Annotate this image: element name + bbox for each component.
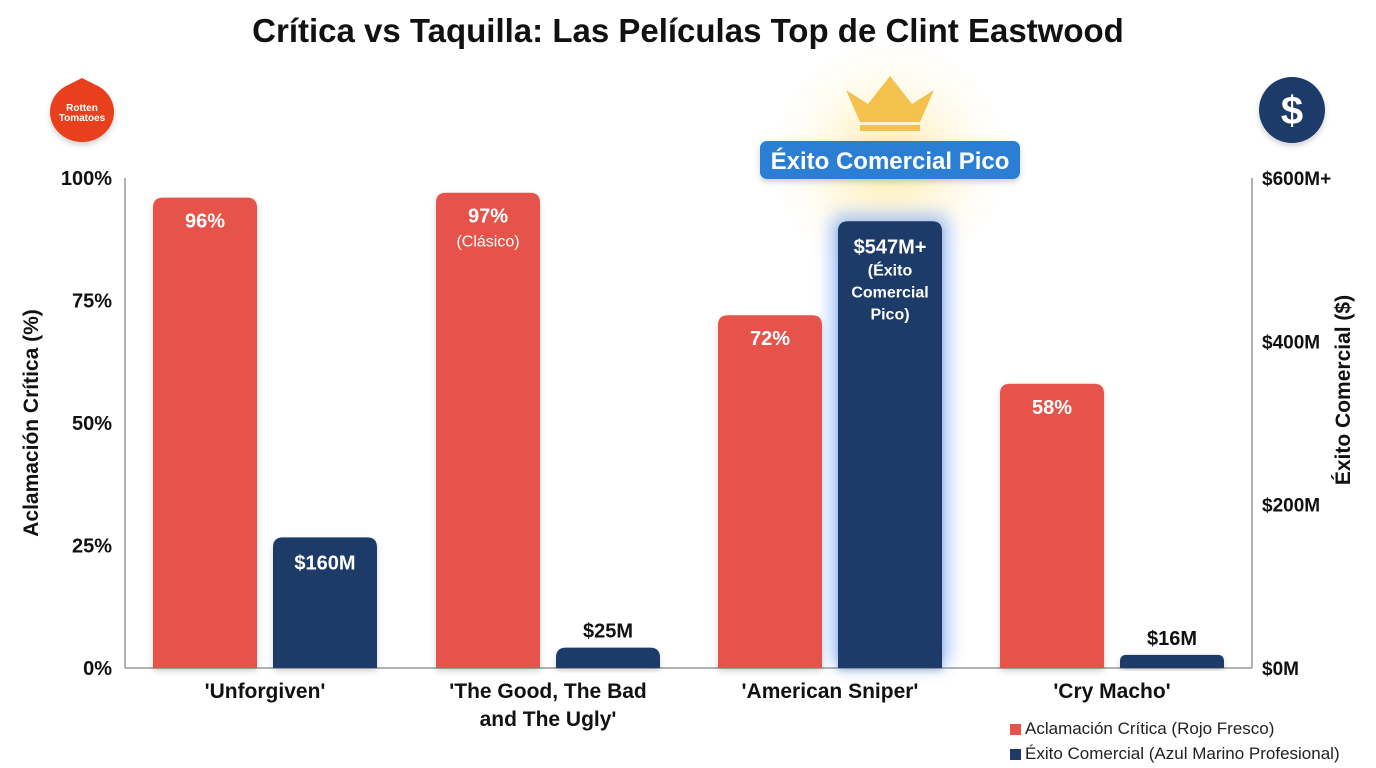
bar-commercial xyxy=(273,537,377,668)
bar-commercial xyxy=(1120,654,1224,668)
category-label: 'Cry Macho' xyxy=(1053,680,1170,703)
logo-text: Rotten xyxy=(66,103,98,114)
bar-label-critical: 96% xyxy=(185,211,225,233)
left-tick-label: 50% xyxy=(72,413,112,435)
bar-label-commercial: $25M xyxy=(583,621,633,643)
legend-item-critical: Aclamación Crítica (Rojo Fresco) xyxy=(1010,716,1340,741)
rotten-tomatoes-logo xyxy=(50,78,114,142)
chart-title: Crítica vs Taquilla: Las Películas Top d… xyxy=(252,12,1124,49)
category-label: 'Unforgiven' xyxy=(205,680,326,703)
bar-label-commercial: (Éxito xyxy=(868,260,913,279)
legend-label: Éxito Comercial (Azul Marino Profesional… xyxy=(1025,744,1340,763)
bar-label-critical: 97% xyxy=(468,206,508,228)
tomato-body xyxy=(50,82,114,142)
bar-critical xyxy=(718,315,822,668)
tomato-leaf xyxy=(70,78,94,92)
bar-label-commercial: Pico) xyxy=(870,306,909,323)
category-label: and The Ugly' xyxy=(480,708,617,731)
right-tick-label: $0M xyxy=(1262,659,1299,680)
category-label: 'American Sniper' xyxy=(742,680,919,703)
bar-label-commercial: $547M+ xyxy=(854,236,927,258)
bar-label-commercial: Comercial xyxy=(851,284,928,301)
right-tick-label: $600M+ xyxy=(1262,169,1331,190)
legend-label: Aclamación Crítica (Rojo Fresco) xyxy=(1025,719,1275,738)
left-tick-label: 25% xyxy=(72,536,112,558)
bar-commercial xyxy=(838,221,942,669)
left-tick-label: 75% xyxy=(72,291,112,313)
crown-base xyxy=(860,125,920,131)
dollar-icon xyxy=(1259,77,1325,143)
right-tick-label: $200M xyxy=(1262,496,1320,517)
bar-critical xyxy=(1000,383,1104,668)
logo-text: Tomatoes xyxy=(59,113,106,124)
left-tick-label: 100% xyxy=(61,168,112,190)
bar-label-critical: 72% xyxy=(750,328,790,350)
legend-swatch-critical xyxy=(1010,724,1021,735)
dollar-glyph: $ xyxy=(1281,89,1303,133)
left-axis-label: Aclamación Crítica (%) xyxy=(20,309,43,537)
bar-label-commercial: $160M xyxy=(294,552,355,574)
right-axis-label: Éxito Comercial ($) xyxy=(1332,295,1355,485)
bar-critical xyxy=(153,197,257,668)
bar-label-critical: 58% xyxy=(1032,397,1072,419)
crown-icon xyxy=(846,76,934,131)
legend-item-commercial: Éxito Comercial (Azul Marino Profesional… xyxy=(1010,741,1340,766)
crown-shape xyxy=(846,76,934,122)
bar-label-commercial: $16M xyxy=(1147,628,1197,650)
left-tick-label: 0% xyxy=(83,658,112,680)
bar-critical xyxy=(436,192,540,668)
highlight-badge-text: Éxito Comercial Pico xyxy=(771,147,1010,175)
bar-label-critical: (Clásico) xyxy=(456,234,519,251)
highlight-badge xyxy=(760,141,1020,179)
right-tick-label: $400M xyxy=(1262,332,1320,353)
bar-commercial xyxy=(556,647,660,668)
legend: Aclamación Crítica (Rojo Fresco) Éxito C… xyxy=(1010,716,1340,766)
category-label: 'The Good, The Bad xyxy=(449,680,647,703)
legend-swatch-commercial xyxy=(1010,749,1021,760)
